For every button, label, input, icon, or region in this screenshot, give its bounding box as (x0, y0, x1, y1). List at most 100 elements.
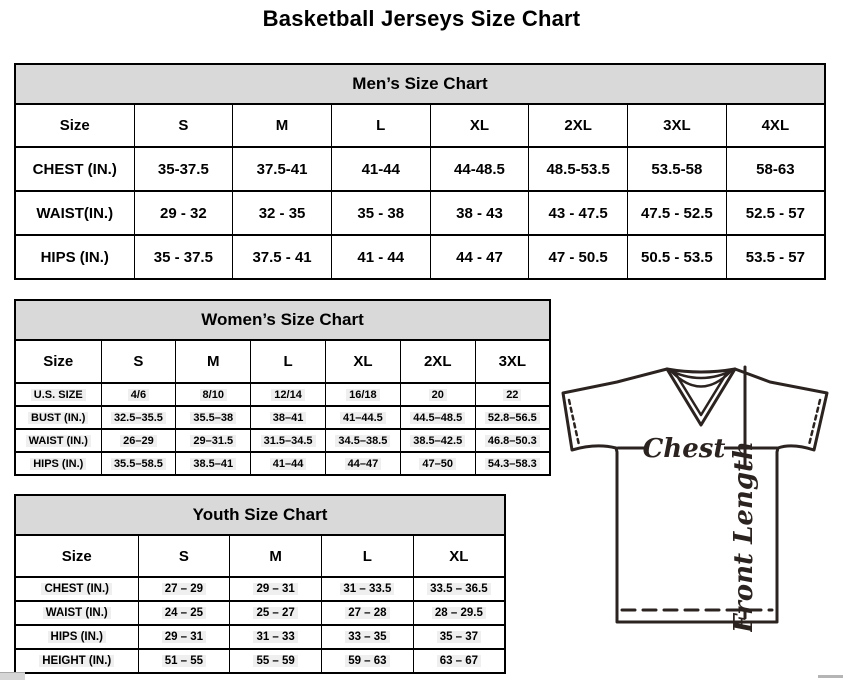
row-label: WAIST (IN.) (14, 600, 139, 626)
value-cell-text: 35.5–38 (190, 411, 237, 424)
value-cell-text: 27 – 28 (345, 607, 390, 619)
value-cell: 44 - 47 (429, 234, 530, 280)
value-cell-text: 32.5–35.5 (110, 411, 166, 424)
right-cuff-dashed-line (807, 398, 822, 447)
column-header-text: 3XL (498, 353, 527, 370)
value-cell-text: 44–47 (344, 457, 382, 470)
column-header-text: S (178, 547, 189, 565)
value-cell-text: 48.5-53.5 (546, 160, 610, 178)
table-row: CHEST (IN.) 27 – 29 29 – 31 31 – 33.5 33.5 –… (14, 576, 506, 602)
value-cell-text: 29 – 31 (253, 583, 298, 595)
value-cell-text: 38–41 (269, 411, 307, 424)
value-cell-text: 35-37.5 (157, 160, 209, 178)
vneck-inner (672, 369, 730, 417)
value-cell-text: 28 – 29.5 (431, 607, 486, 619)
column-header: Size (14, 103, 135, 148)
table-row: HIPS (IN.) 35 - 37.5 37.5 - 41 41 - 44 44 - … (14, 234, 826, 280)
jersey-diagram-svg: Chest Front Length (561, 365, 829, 632)
value-cell: 38 - 43 (429, 190, 530, 236)
row-label-text: WAIST (IN.) (25, 434, 91, 447)
row-label: CHEST (IN.) (14, 146, 135, 192)
value-cell: 20 (399, 382, 476, 407)
column-header: S (137, 534, 231, 578)
row-label-text: BUST (IN.) (28, 411, 89, 424)
row-label-text: HIPS (IN.) (40, 248, 109, 266)
column-header: XL (412, 534, 506, 578)
value-cell: 31 – 33.5 (321, 576, 414, 602)
value-cell-text: 29–31.5 (190, 434, 237, 447)
value-cell: 35 - 38 (330, 190, 431, 236)
value-cell-text: 33 – 35 (345, 631, 390, 643)
front-length-label: Front Length (729, 441, 759, 632)
row-label: WAIST (IN.) (14, 428, 102, 453)
value-cell: 33 – 35 (321, 624, 414, 650)
value-cell-text: 51 – 55 (161, 655, 207, 667)
column-header: M (229, 534, 322, 578)
value-cell: 51 – 55 (137, 648, 231, 674)
table-row: WAIST(IN.) 29 - 32 32 - 35 35 - 38 38 - 43 43… (14, 190, 826, 236)
row-label-text: WAIST(IN.) (36, 204, 114, 222)
column-header: M (175, 339, 252, 384)
value-cell-text: 59 – 63 (345, 655, 390, 667)
column-header-text: XL (469, 117, 490, 134)
value-cell: 41–44.5 (324, 405, 401, 430)
column-header: 2XL (528, 103, 629, 148)
value-cell-text: 8/10 (199, 388, 227, 401)
value-cell: 43 - 47.5 (528, 190, 629, 236)
value-cell: 27 – 29 (137, 576, 231, 602)
value-cell: 34.5–38.5 (324, 428, 401, 453)
column-header: 3XL (474, 339, 551, 384)
womens-size-table: Women’s Size Chart Size S M L XL 2XL 3XL U.S. SI… (14, 299, 551, 476)
value-cell: 35 – 37 (412, 624, 506, 650)
value-cell: 29 – 31 (229, 576, 322, 602)
table-row: HIPS (IN.) 35.5–58.5 38.5–41 41–44 44–47 47–5… (14, 451, 551, 476)
value-cell-text: 63 – 67 (436, 655, 482, 667)
chest-label-backdrop (644, 432, 724, 461)
value-cell-text: 31 – 33 (253, 631, 298, 643)
column-header-text: Size (59, 117, 90, 134)
value-cell: 33.5 – 36.5 (412, 576, 506, 602)
value-cell-text: 55 – 59 (253, 655, 298, 667)
column-header-text: 3XL (663, 117, 691, 134)
front-length-label-backdrop (730, 466, 761, 608)
value-cell: 31.5–34.5 (250, 428, 326, 453)
row-label: HEIGHT (IN.) (14, 648, 139, 674)
value-cell: 35 - 37.5 (133, 234, 234, 280)
value-cell-text: 22 (503, 388, 522, 401)
column-header-text: L (362, 547, 372, 565)
value-cell-text: 35 – 37 (436, 631, 482, 643)
value-cell: 44–47 (324, 451, 401, 476)
value-cell: 46.8–50.3 (474, 428, 551, 453)
value-cell-text: 12/14 (271, 388, 305, 401)
value-cell-text: 38.5–41 (190, 457, 237, 470)
value-cell: 4/6 (100, 382, 177, 407)
value-cell: 55 – 59 (229, 648, 322, 674)
value-cell: 28 – 29.5 (412, 600, 506, 626)
value-cell: 59 – 63 (321, 648, 414, 674)
value-cell-text: 41–44.5 (340, 411, 386, 424)
value-cell: 48.5-53.5 (528, 146, 629, 192)
column-header-text: XL (449, 547, 469, 565)
table-row: WAIST (IN.) 26–29 29–31.5 31.5–34.5 34.5–38.… (14, 428, 551, 453)
value-cell: 35.5–58.5 (100, 451, 177, 476)
row-label-text: HEIGHT (IN.) (39, 655, 115, 667)
jersey-measurement-diagram: Chest Front Length (552, 360, 836, 632)
column-header: Size (14, 534, 139, 578)
value-cell: 24 – 25 (137, 600, 231, 626)
value-cell: 47–50 (399, 451, 476, 476)
column-header: 2XL (399, 339, 476, 384)
row-label: HIPS (IN.) (14, 451, 102, 476)
value-cell: 37.5 - 41 (232, 234, 332, 280)
value-cell-text: 38.5–42.5 (410, 434, 466, 447)
value-cell-text: 47.5 - 52.5 (641, 204, 713, 222)
row-label-text: CHEST (IN.) (32, 160, 117, 178)
youth-size-chart-section: Youth Size Chart Size S M L XL CHEST (IN.) 27 –… (14, 494, 506, 674)
column-header-text: L (376, 117, 386, 134)
table-row: HIPS (IN.) 29 – 31 31 – 33 33 – 35 35 – 37 (14, 624, 506, 650)
value-cell: 8/10 (175, 382, 252, 407)
value-cell-text: 32 - 35 (258, 204, 306, 222)
value-cell-text: 31 – 33.5 (340, 583, 395, 595)
value-cell: 32.5–35.5 (100, 405, 177, 430)
table-row: BUST (IN.) 32.5–35.5 35.5–38 38–41 41–44.5 44… (14, 405, 551, 430)
value-cell: 27 – 28 (321, 600, 414, 626)
